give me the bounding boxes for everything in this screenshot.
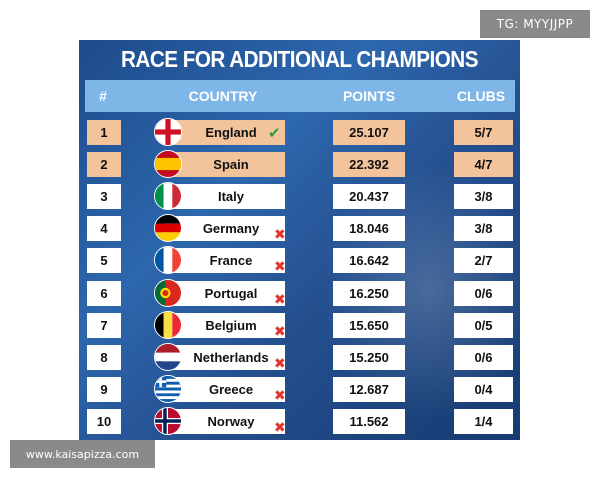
header-country: COUNTRY (188, 88, 258, 104)
row-country: Portugal (163, 281, 285, 306)
row-clubs: 2/7 (454, 248, 513, 273)
row-clubs: 0/4 (454, 377, 513, 402)
table-header-bar (85, 80, 515, 112)
row-points: 20.437 (333, 184, 405, 209)
row-rank: 4 (87, 216, 121, 241)
row-clubs: 5/7 (454, 120, 513, 145)
row-country: Belgium (163, 313, 285, 338)
cross-icon: ✖ (274, 356, 286, 372)
watermark-bottom: www.kaisapizza.com (10, 440, 155, 468)
row-points: 18.046 (333, 216, 405, 241)
row-points: 11.562 (333, 409, 405, 434)
norway-flag-icon (154, 407, 182, 435)
row-country: France (163, 248, 285, 273)
row-points: 16.250 (333, 281, 405, 306)
row-country: Germany (163, 216, 285, 241)
row-clubs: 0/6 (454, 345, 513, 370)
row-points: 16.642 (333, 248, 405, 273)
page-title: RACE FOR ADDITIONAL CHAMPIONS LEAGUE SPO… (121, 46, 478, 110)
row-rank: 5 (87, 248, 121, 273)
row-country: England (163, 120, 285, 145)
germany-flag-icon (154, 214, 182, 242)
row-clubs: 0/5 (454, 313, 513, 338)
netherlands-flag-icon (154, 343, 182, 371)
header-clubs: CLUBS (456, 88, 506, 104)
row-clubs: 1/4 (454, 409, 513, 434)
cross-icon: ✖ (274, 420, 286, 436)
row-points: 15.250 (333, 345, 405, 370)
watermark-top: TG: MYYJJPP (480, 10, 590, 38)
cross-icon: ✖ (274, 324, 286, 340)
row-rank: 2 (87, 152, 121, 177)
row-clubs: 3/8 (454, 184, 513, 209)
row-country: Greece (163, 377, 285, 402)
header-rank: # (99, 88, 107, 104)
row-country: Netherlands (163, 345, 285, 370)
row-rank: 7 (87, 313, 121, 338)
row-rank: 9 (87, 377, 121, 402)
greece-flag-icon (154, 375, 182, 403)
row-clubs: 4/7 (454, 152, 513, 177)
italy-flag-icon (154, 182, 182, 210)
row-points: 22.392 (333, 152, 405, 177)
row-country: Italy (163, 184, 285, 209)
row-points: 25.107 (333, 120, 405, 145)
row-rank: 3 (87, 184, 121, 209)
row-rank: 1 (87, 120, 121, 145)
row-country: Spain (163, 152, 285, 177)
standings-panel: RACE FOR ADDITIONAL CHAMPIONS LEAGUE SPO… (79, 40, 520, 440)
cross-icon: ✖ (274, 292, 286, 308)
row-clubs: 3/8 (454, 216, 513, 241)
england-flag-icon (154, 118, 182, 146)
row-clubs: 0/6 (454, 281, 513, 306)
row-points: 12.687 (333, 377, 405, 402)
spain-flag-icon (154, 150, 182, 178)
cross-icon: ✖ (274, 388, 286, 404)
row-points: 15.650 (333, 313, 405, 338)
header-points: POINTS (342, 88, 396, 104)
cross-icon: ✖ (274, 259, 286, 275)
row-rank: 10 (87, 409, 121, 434)
row-country: Norway (163, 409, 285, 434)
belgium-flag-icon (154, 311, 182, 339)
france-flag-icon (154, 246, 182, 274)
portugal-flag-icon (154, 279, 182, 307)
cross-icon: ✖ (274, 227, 286, 243)
checkmark-icon: ✔ (268, 124, 281, 142)
row-rank: 6 (87, 281, 121, 306)
row-rank: 8 (87, 345, 121, 370)
